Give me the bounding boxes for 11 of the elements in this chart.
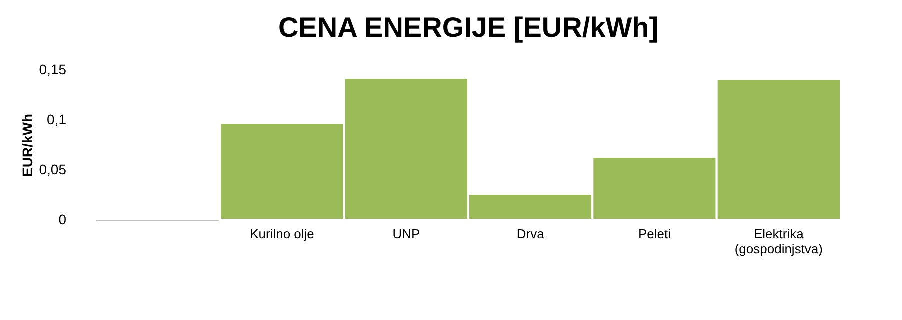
y-axis-title: EUR/kWh xyxy=(19,114,36,177)
y-tick-label: 0,05 xyxy=(39,162,67,178)
y-tick-label: 0,1 xyxy=(47,112,67,128)
y-tick-label: 0 xyxy=(58,212,67,228)
x-tick-label: Peleti xyxy=(638,226,672,242)
chart-title: CENA ENERGIJE [EUR/kWh] xyxy=(278,12,659,43)
x-tick-label: Kurilno olje xyxy=(250,226,314,242)
y-tick-label: 0,15 xyxy=(39,62,67,78)
x-tick-label: Elektrika (gospodinjstva) xyxy=(734,226,823,256)
x-tick-label: UNP xyxy=(392,226,420,242)
x-tick-label: Drva xyxy=(516,226,546,242)
